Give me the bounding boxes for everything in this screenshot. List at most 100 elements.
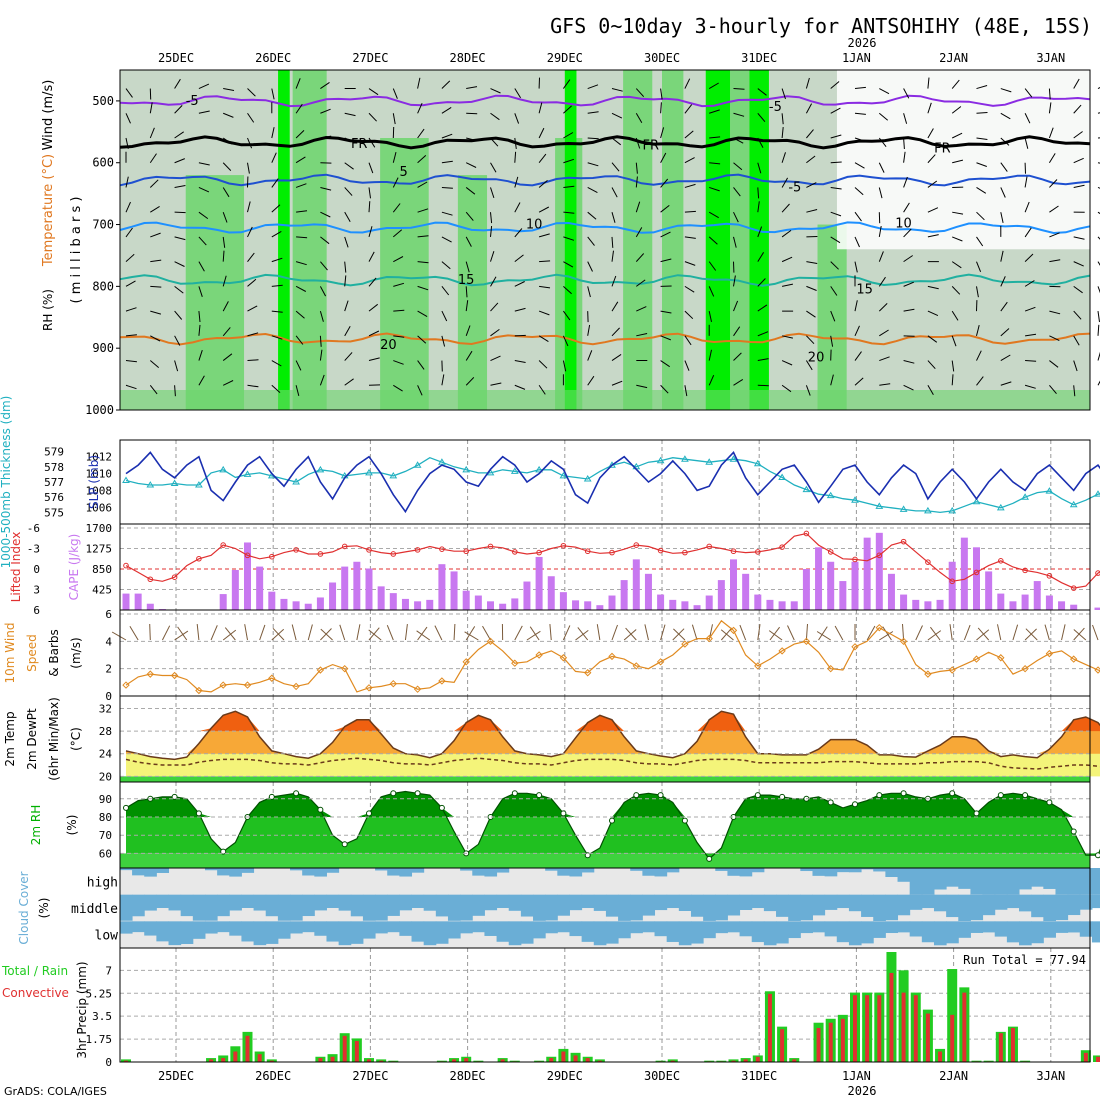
cloud-bar: [496, 894, 510, 909]
wind-barb: [708, 236, 718, 245]
wind-barb: [611, 275, 617, 287]
precip-tick: 7: [105, 964, 112, 977]
axis-label-cloud-unit: (%): [37, 898, 51, 919]
cloud-bar: [217, 894, 230, 917]
cloud-bar: [776, 921, 789, 944]
surface-wind-barb: [464, 631, 479, 641]
surface-wind-barb: [162, 625, 171, 641]
wind-barb: [1024, 176, 1028, 188]
wind-speed-point: [170, 671, 179, 680]
wind-barb: [538, 206, 550, 213]
li-line: [125, 532, 1100, 589]
surface-wind-barb: [149, 623, 151, 641]
wind-barb: [563, 211, 575, 214]
cloud-bar: [119, 868, 133, 871]
wind-barb: [903, 88, 910, 99]
wind-barb: [976, 211, 985, 221]
wind-barb: [879, 356, 890, 362]
wind-speed-point: [486, 637, 495, 646]
wind-barb: [927, 180, 938, 188]
cloud-bar: [520, 894, 534, 917]
temp-line: [125, 710, 1100, 761]
axis-label-wind10m-3: & Barbs: [47, 629, 61, 677]
wind-barb: [781, 229, 792, 238]
precip-conv-bar: [561, 1051, 566, 1062]
wind-barb: [1000, 187, 1006, 198]
wind-speed-point: [1094, 666, 1100, 674]
li-point: [706, 543, 713, 550]
wind-barb: [296, 210, 308, 213]
cape-bar: [973, 547, 980, 610]
cape-bar: [231, 569, 239, 610]
rh-band-saturated: [749, 70, 769, 410]
cloud-bar: [290, 894, 303, 921]
cloud-bar: [423, 921, 437, 946]
cape-bar: [462, 590, 470, 610]
precip-conv-bar: [828, 1022, 833, 1062]
wind-barb: [563, 236, 575, 241]
wind-barb: [660, 88, 663, 100]
wind-barb: [514, 202, 521, 213]
wind-barb: [952, 159, 964, 164]
wind-barb: [490, 187, 495, 199]
wind-barb: [587, 324, 591, 336]
wind-barb: [951, 360, 955, 372]
wind-barb: [392, 88, 398, 99]
precip-tick: 3.5: [92, 1010, 112, 1023]
wind-barb: [952, 211, 964, 215]
cloud-bar: [861, 868, 874, 870]
wind-barb: [903, 281, 914, 287]
cloud-bar: [873, 868, 886, 872]
wind-barb: [854, 112, 866, 115]
date-tick-top: 3JAN: [1036, 51, 1065, 65]
cloud-bar: [472, 894, 485, 916]
cloud-bar: [1055, 894, 1069, 921]
surface-wind-barb: [768, 630, 783, 641]
wind-barb: [247, 112, 255, 123]
cloud-bar: [156, 894, 170, 909]
wind-barb: [174, 105, 183, 114]
wind-barb: [781, 203, 790, 213]
wind-barb: [514, 176, 519, 188]
wind-barb: [733, 300, 739, 312]
axis-label-wind10m-2: Speed: [25, 634, 39, 672]
axis-label-temp-2: 2m DewPt: [25, 708, 39, 770]
cloud-bar: [1091, 921, 1100, 943]
wind-barb: [878, 187, 883, 199]
wind-barb: [684, 183, 696, 188]
wind-barb: [1073, 360, 1078, 372]
surface-wind-barb: [882, 626, 892, 641]
cloud-bar: [1006, 921, 1020, 943]
cape-bar: [827, 561, 835, 610]
pressure-tick: 500: [92, 94, 114, 108]
wind-barb: [465, 350, 473, 361]
cape-bar: [499, 603, 507, 610]
date-tick-bottom: 1JAN: [842, 1069, 871, 1083]
cloud-bar: [204, 868, 218, 871]
wind-speed-point: [583, 669, 592, 677]
wind-barb: [174, 261, 185, 267]
cape-bar: [887, 573, 895, 610]
rh-point: [876, 792, 883, 799]
surface-wind-barb: [272, 627, 285, 641]
cloud-bar: [1091, 894, 1100, 909]
cloud-bar: [132, 921, 145, 933]
wind-barb: [611, 212, 616, 223]
precip-conv-bar: [464, 1058, 469, 1062]
axis-label-rh2m: 2m RH: [29, 805, 43, 846]
wind-barb: [319, 335, 322, 347]
cloud-bar: [812, 894, 826, 916]
wind-barb: [635, 137, 641, 149]
precip-conv-bar: [925, 1013, 930, 1062]
surface-wind-barb: [259, 624, 266, 641]
wind-barb: [490, 382, 502, 386]
li-point: [536, 549, 542, 556]
wind-speed-point: [365, 684, 373, 692]
wind-barb: [198, 186, 210, 193]
thickness-point: [583, 474, 592, 482]
cloud-bar: [994, 894, 1008, 910]
wind-barb: [660, 127, 665, 139]
precip-conv-bar: [379, 1060, 384, 1062]
cloud-bar: [897, 894, 911, 916]
cape-bar: [572, 600, 580, 610]
